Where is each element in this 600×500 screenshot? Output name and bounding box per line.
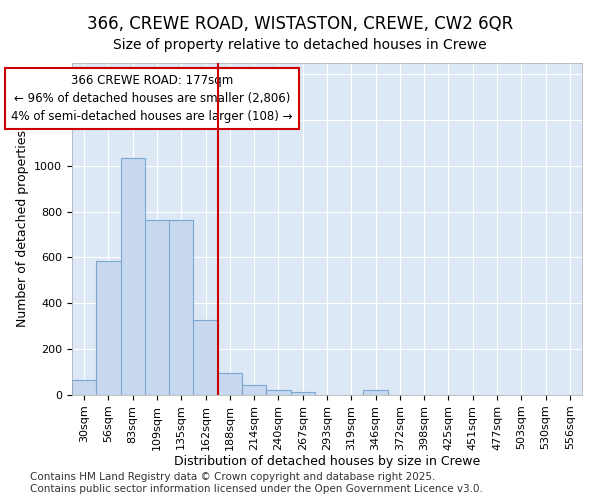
Bar [193,320,218,395]
Bar [364,390,388,395]
Bar [290,392,315,395]
Text: 366 CREWE ROAD: 177sqm
← 96% of detached houses are smaller (2,806)
4% of semi-d: 366 CREWE ROAD: 177sqm ← 96% of detached… [11,74,293,123]
Bar [218,372,242,395]
Bar [266,390,290,395]
Bar [145,220,169,395]
Bar [72,380,96,395]
Text: Contains HM Land Registry data © Crown copyright and database right 2025.
Contai: Contains HM Land Registry data © Crown c… [30,472,483,494]
Text: Size of property relative to detached houses in Crewe: Size of property relative to detached ho… [113,38,487,52]
Bar [121,158,145,395]
X-axis label: Distribution of detached houses by size in Crewe: Distribution of detached houses by size … [174,456,480,468]
Bar [169,220,193,395]
Y-axis label: Number of detached properties: Number of detached properties [16,130,29,327]
Bar [242,386,266,395]
Bar [96,261,121,395]
Text: 366, CREWE ROAD, WISTASTON, CREWE, CW2 6QR: 366, CREWE ROAD, WISTASTON, CREWE, CW2 6… [87,15,513,33]
